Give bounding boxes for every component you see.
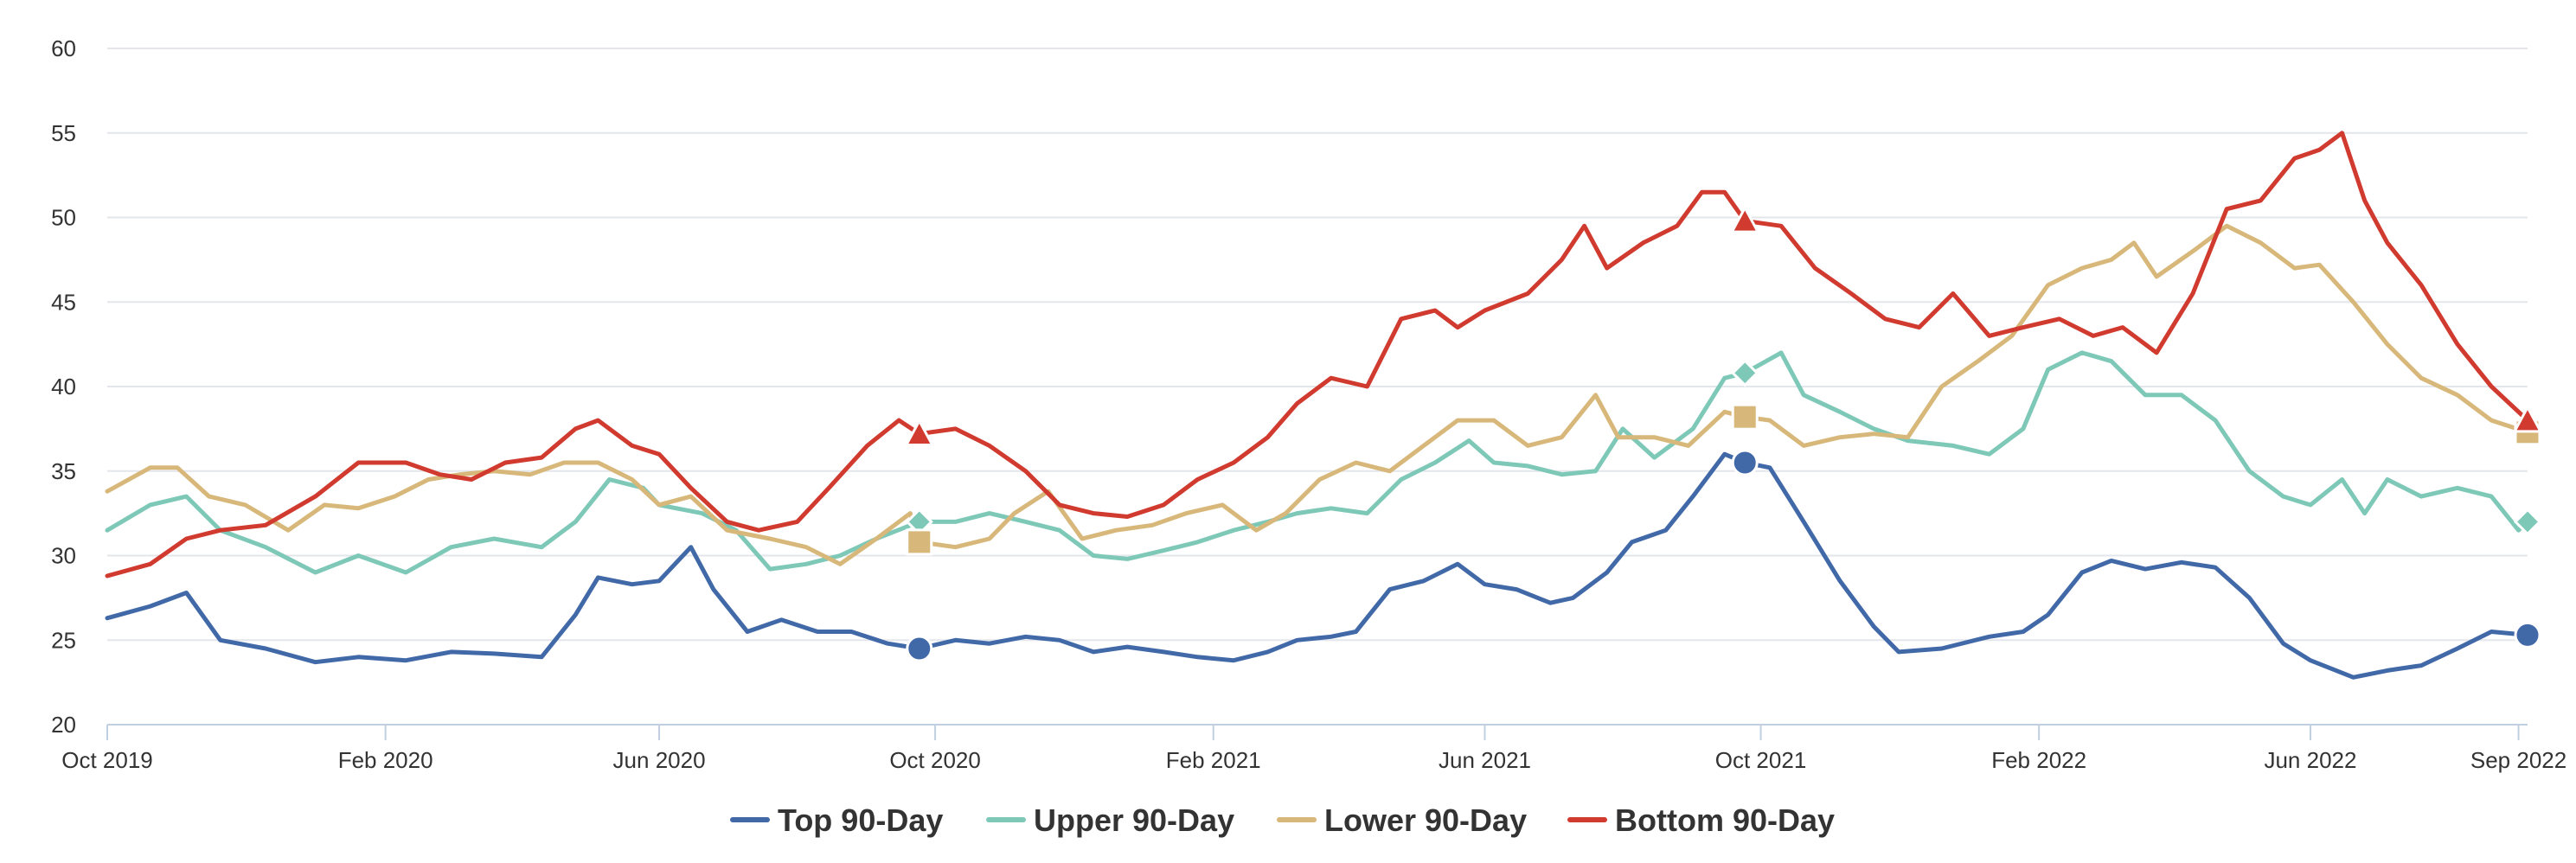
y-tick-label: 35 bbox=[51, 458, 76, 484]
y-tick-label: 25 bbox=[51, 627, 76, 653]
legend-label-4: Bottom 90-Day bbox=[1615, 802, 1835, 838]
series-marker-4 bbox=[904, 418, 935, 446]
y-tick-label: 55 bbox=[51, 120, 76, 146]
series-marker-3 bbox=[906, 528, 933, 556]
x-tick-label: Jun 2020 bbox=[613, 747, 706, 773]
y-tick-label: 45 bbox=[51, 289, 76, 315]
legend-label-3: Lower 90-Day bbox=[1324, 802, 1527, 838]
series-marker-2 bbox=[1731, 359, 1759, 387]
series-line-1 bbox=[105, 451, 2530, 680]
legend-label-2: Upper 90-Day bbox=[1034, 802, 1234, 838]
series-marker-1 bbox=[1731, 449, 1759, 476]
y-tick-label: 20 bbox=[51, 712, 76, 738]
x-tick-label: Jun 2021 bbox=[1439, 747, 1531, 773]
x-tick-label: Feb 2022 bbox=[1991, 747, 2086, 773]
series-line-3 bbox=[105, 223, 2530, 566]
legend-label-1: Top 90-Day bbox=[778, 802, 943, 838]
series-marker-3 bbox=[1731, 403, 1759, 431]
x-tick-label: Sep 2022 bbox=[2470, 747, 2566, 773]
y-tick-label: 40 bbox=[51, 374, 76, 400]
x-tick-label: Feb 2021 bbox=[1166, 747, 1261, 773]
series-marker-4 bbox=[1729, 205, 1760, 233]
series-line-4 bbox=[105, 131, 2530, 579]
x-tick-label: Oct 2020 bbox=[889, 747, 981, 773]
series-marker-1 bbox=[906, 635, 933, 662]
series-marker-1 bbox=[2514, 621, 2541, 649]
x-tick-label: Jun 2022 bbox=[2264, 747, 2356, 773]
series-line-2 bbox=[105, 350, 2530, 575]
x-tick-label: Feb 2020 bbox=[338, 747, 433, 773]
x-tick-label: Oct 2019 bbox=[61, 747, 153, 773]
y-tick-label: 60 bbox=[51, 35, 76, 61]
y-tick-label: 30 bbox=[51, 543, 76, 569]
series-marker-4 bbox=[2512, 404, 2543, 433]
y-tick-label: 50 bbox=[51, 205, 76, 231]
series-marker-2 bbox=[2513, 508, 2542, 536]
x-tick-label: Oct 2021 bbox=[1715, 747, 1807, 773]
